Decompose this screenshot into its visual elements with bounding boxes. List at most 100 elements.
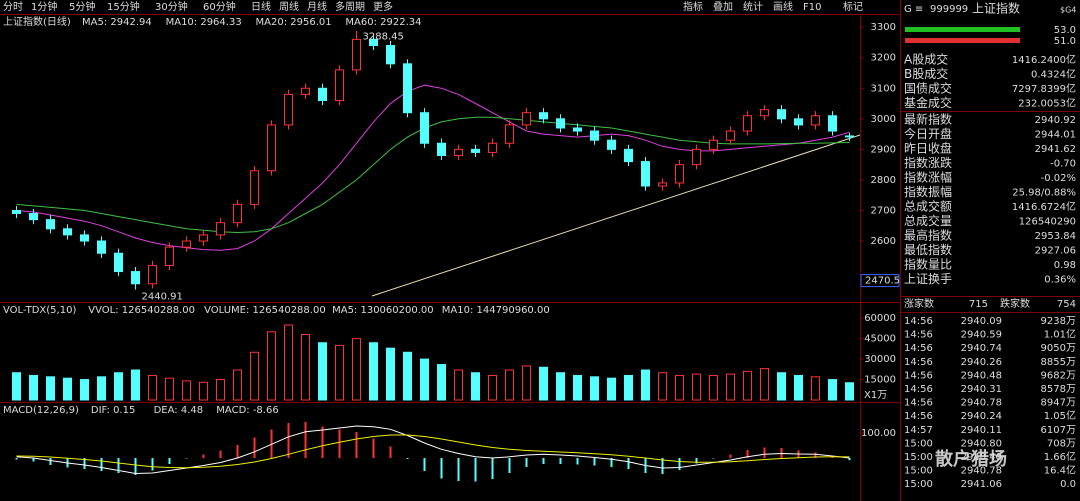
stat-value: 25.98/0.88% [1012, 188, 1076, 199]
candle-body [777, 109, 786, 120]
candle-body [420, 112, 429, 144]
volume-bar [335, 344, 344, 401]
candle-body [301, 87, 310, 95]
tool-button[interactable]: 统计 [743, 0, 763, 13]
trade-time: 14:56 [904, 330, 933, 341]
candle-body [199, 234, 208, 242]
trade-time: 14:56 [904, 343, 933, 354]
tool-button[interactable]: 叠加 [713, 1, 733, 13]
period-tab[interactable]: 60分钟 [203, 0, 236, 13]
candle-body [80, 234, 89, 242]
stat-value: 0.4324亿 [1031, 68, 1076, 81]
candle-body [556, 118, 565, 129]
volume-bar [556, 372, 565, 401]
watermark: 散户猎场 [935, 448, 1007, 470]
candle-body [250, 170, 259, 205]
volume-bar [743, 370, 752, 401]
ma-line [16, 84, 850, 251]
trade-volume: 708万 [1047, 438, 1076, 449]
tool-button[interactable]: 画线 [773, 0, 793, 13]
stat-label: 今日开盘 [904, 126, 952, 141]
candle-body [488, 142, 497, 153]
volume-bar [437, 364, 446, 401]
period-tab[interactable]: 30分钟 [155, 0, 188, 13]
trade-volume: 9238万 [1041, 316, 1076, 327]
updown-count: 涨家数 [904, 297, 934, 310]
trade-volume: 0.0 [1060, 479, 1076, 490]
stat-value: 1416.2400亿 [1012, 53, 1076, 66]
legend-entry: VVOL: 126540288.00 [88, 305, 195, 316]
trade-price: 2940.59 [961, 330, 1002, 341]
legend-entry: MA5: 130060200.00 [332, 305, 434, 316]
trade-volume: 8578万 [1041, 384, 1076, 395]
cursor-box [860, 274, 900, 288]
period-tab[interactable]: 日线 [251, 0, 271, 13]
candle-body [318, 87, 327, 101]
volume-bar [165, 377, 174, 401]
trade-time: 14:56 [904, 384, 933, 395]
candle-body [590, 130, 599, 141]
y-tick-label: 3300 [871, 22, 896, 33]
candle-body [522, 112, 531, 126]
volume-bar [29, 374, 38, 401]
trade-price: 2940.40 [961, 452, 1002, 463]
volume-bar [131, 369, 140, 401]
volume-bar [573, 374, 582, 401]
volume-bar [182, 380, 191, 401]
period-tab[interactable]: 分时 [3, 1, 23, 13]
stat-label: 上证换手 [904, 272, 952, 286]
y-tick-label: 100.00 [861, 428, 896, 439]
legend-entry: MACD: -8.66 [216, 405, 278, 416]
volume-bar [369, 342, 378, 401]
updown-count: 跌家数 [1000, 297, 1030, 310]
volume-bar [828, 379, 837, 401]
candle-body [658, 182, 667, 187]
candle-body [114, 252, 123, 273]
legend-entry: MACD(12,26,9) [3, 405, 79, 416]
trade-time: 15:00 [904, 452, 933, 463]
volume-bar [420, 358, 429, 401]
volume-bar [811, 376, 820, 401]
candle-body [760, 109, 769, 117]
period-tab[interactable]: 15分钟 [107, 0, 140, 13]
trade-price: 2940.24 [961, 411, 1002, 422]
stock-tag: $G4 [1060, 6, 1076, 15]
tool-button[interactable]: F10 [803, 2, 821, 13]
price-annotation: 3288.45 [363, 32, 404, 43]
ratio-label: 53.0 [1054, 25, 1076, 36]
volume-bar [760, 368, 769, 401]
trade-volume: 6107万 [1041, 425, 1076, 436]
candle-body [437, 142, 446, 156]
period-tab[interactable]: 月线 [307, 0, 327, 13]
period-tab[interactable]: 周线 [279, 0, 299, 13]
chart-title: 上证指数(日线) [3, 15, 71, 28]
trade-price: 2940.09 [961, 316, 1002, 327]
stat-label: 指数振幅 [904, 184, 952, 199]
candle-body [454, 148, 463, 156]
candle-body [12, 209, 21, 215]
volume-bar [845, 382, 854, 401]
volume-bar [318, 342, 327, 401]
ratio-label: 51.0 [1054, 36, 1076, 47]
volume-bar [148, 374, 157, 401]
trade-time: 14:56 [904, 370, 933, 381]
period-tab[interactable]: 更多 [373, 0, 393, 13]
period-tab[interactable]: 多周期 [335, 0, 365, 13]
period-tab[interactable]: 5分钟 [69, 0, 95, 13]
trade-price: 2940.48 [961, 370, 1002, 381]
candle-body [675, 164, 684, 184]
legend-entry: DIF: 0.15 [91, 405, 135, 416]
stat-label: 指数涨幅 [904, 170, 952, 185]
price-annotation: 2440.91 [142, 292, 183, 303]
tool-button[interactable]: 指标 [683, 0, 703, 13]
stat-label: 最低指数 [904, 242, 952, 257]
stat-value: 2940.92 [1035, 115, 1076, 126]
stock-name: 上证指数 [972, 1, 1020, 16]
volume-bar [250, 351, 259, 401]
trade-time: 14:56 [904, 357, 933, 368]
tool-button[interactable]: 标记 [843, 1, 863, 13]
volume-bar [539, 366, 548, 401]
candle-body [335, 69, 344, 101]
period-tab[interactable]: 1分钟 [31, 0, 57, 13]
y-tick-label: 2800 [871, 175, 896, 186]
